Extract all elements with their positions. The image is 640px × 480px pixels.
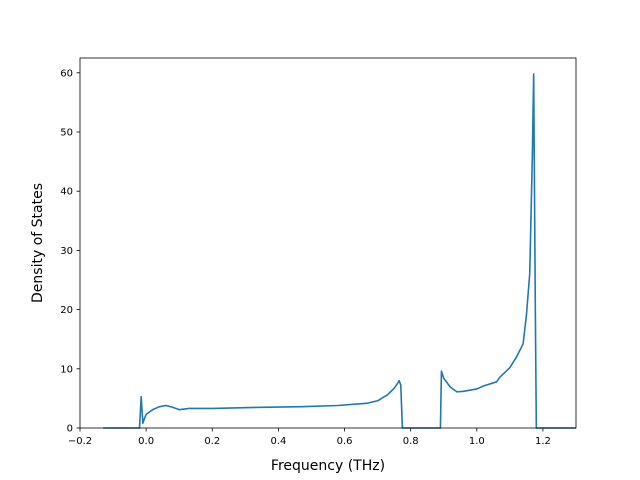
x-tick-label: 0.8 bbox=[403, 436, 419, 447]
y-axis-ticks: 0 10 20 30 40 50 60 bbox=[60, 68, 80, 435]
x-axis-ticks: −0.2 0.0 0.2 0.4 0.6 0.8 1.0 1.2 bbox=[68, 428, 551, 447]
x-tick-label: −0.2 bbox=[68, 436, 92, 447]
x-tick-label: 0.2 bbox=[204, 436, 220, 447]
y-tick-label: 10 bbox=[60, 364, 73, 375]
y-tick-label: 20 bbox=[60, 305, 73, 316]
y-tick-label: 40 bbox=[60, 187, 73, 198]
x-tick-label: 1.0 bbox=[469, 436, 485, 447]
plot-frame bbox=[79, 57, 577, 429]
x-tick-label: 1.2 bbox=[535, 436, 551, 447]
plot-area bbox=[80, 58, 576, 428]
x-tick-label: 0.4 bbox=[270, 436, 286, 447]
x-tick-label: 0.0 bbox=[138, 436, 154, 447]
y-tick-label: 30 bbox=[60, 246, 73, 257]
dos-series-line bbox=[103, 73, 576, 429]
x-tick-label: 0.6 bbox=[337, 436, 353, 447]
x-axis-label: Frequency (THz) bbox=[271, 458, 385, 474]
y-tick-label: 50 bbox=[60, 128, 73, 139]
y-axis-label: Density of States bbox=[30, 183, 46, 303]
y-tick-label: 60 bbox=[60, 68, 73, 79]
y-tick-label: 0 bbox=[67, 424, 73, 435]
